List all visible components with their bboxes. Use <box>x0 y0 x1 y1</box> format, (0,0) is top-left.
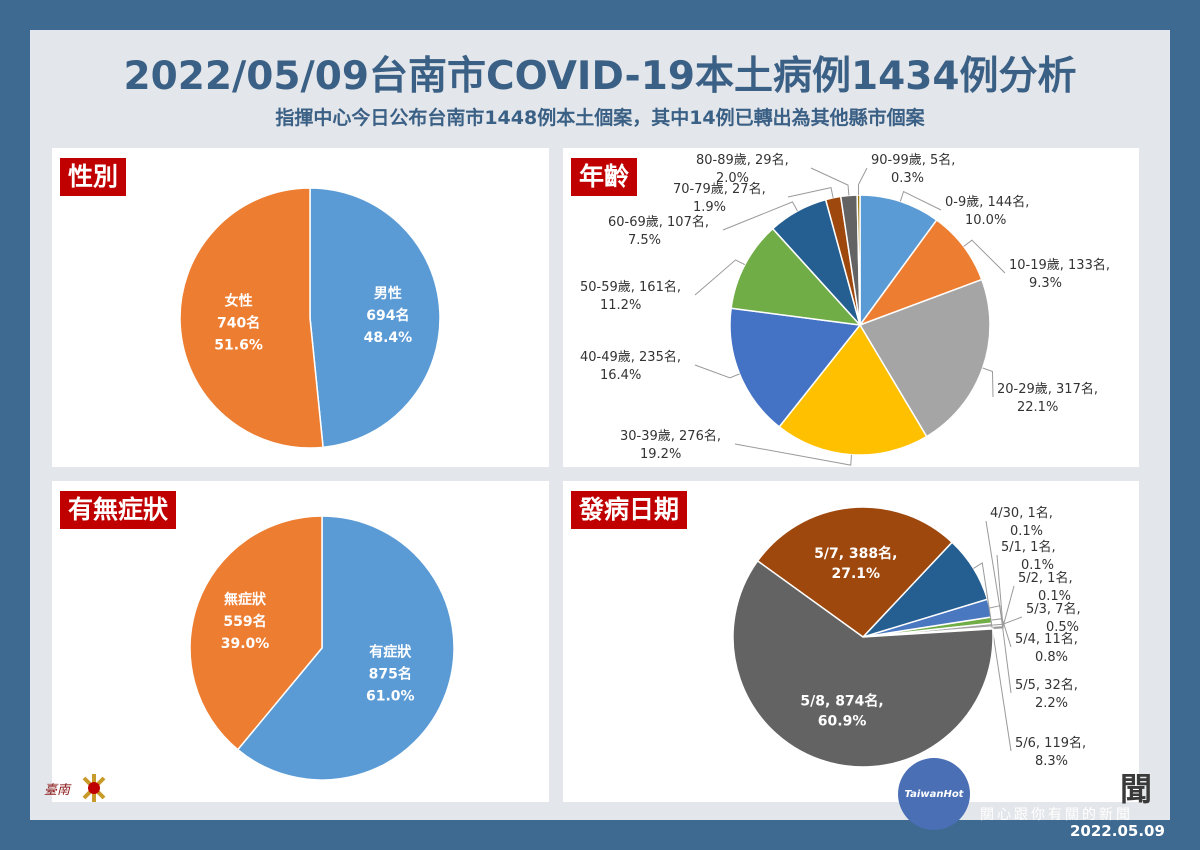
slice-label: 559名 <box>223 613 266 630</box>
leader-line <box>787 187 834 198</box>
slice-label: 7.5% <box>628 233 661 248</box>
slice-label: 10.0% <box>965 213 1006 228</box>
gender-title: 性別 <box>60 158 127 196</box>
slice-label: 30-39歲, 276名, <box>620 428 721 444</box>
leader-line <box>810 167 850 196</box>
pie-slice <box>859 194 938 328</box>
pie-slice <box>756 506 954 638</box>
leader-line <box>694 259 746 296</box>
slice-label: 0-9歲, 144名, <box>945 194 1029 210</box>
onset-title: 發病日期 <box>571 491 688 529</box>
slice-label: 男性 <box>374 285 402 302</box>
slice-label: 1.9% <box>693 200 726 215</box>
pie-slice <box>732 559 994 768</box>
slice-label: 5/5, 32名, <box>1015 677 1078 693</box>
date-stamp: 2022.05.09 <box>1070 822 1165 840</box>
slice-label: 2.0% <box>716 171 749 186</box>
pie-slice <box>189 515 323 751</box>
leader-line <box>694 364 740 379</box>
age-title: 年齡 <box>571 158 638 196</box>
slice-label: 70-79歲, 27名, <box>673 181 766 197</box>
leader-line <box>857 167 868 196</box>
pie-slice <box>858 278 991 438</box>
pie-slice <box>778 323 928 456</box>
slice-label: 0.3% <box>891 171 924 186</box>
slice-label: 16.4% <box>600 368 641 383</box>
slice-label: 740名 <box>217 315 260 332</box>
leader-line <box>973 562 1012 752</box>
slice-label: 875名 <box>369 666 412 683</box>
leader-line <box>989 605 1012 694</box>
slice-label: 60.9% <box>818 713 867 729</box>
symptom-panel: 有症狀 875名 61.0% 無症狀 559名 39.0% 有無症狀 <box>52 481 549 802</box>
page-subtitle: 指揮中心今日公布台南市1448例本土個案，其中14例已轉出為其他縣市個案 <box>275 107 925 129</box>
leader-line <box>722 201 798 231</box>
slice-label: 5/1, 1名, <box>1001 539 1056 555</box>
slice-label: 4/30, 1名, <box>990 505 1053 521</box>
slice-label: 0.1% <box>1021 558 1054 573</box>
slice-label: 27.1% <box>832 566 881 582</box>
slice-label: 0.1% <box>1038 589 1071 604</box>
slice-label: 5/8, 874名, <box>800 692 883 709</box>
slice-label: 5/3, 7名, <box>1026 601 1081 617</box>
slice-label: 51.6% <box>214 338 263 354</box>
leader-line <box>991 618 1012 648</box>
slice-label: 20-29歲, 317名, <box>997 381 1098 397</box>
slice-label: 61.0% <box>366 689 415 705</box>
slice-label: 5/4, 11名, <box>1015 631 1078 647</box>
gender-panel: 男性 694名 48.4% 女性 740名 51.6% 性別 <box>52 148 549 467</box>
slice-label: 19.2% <box>640 447 681 462</box>
pie-slice <box>179 187 324 449</box>
slice-label: 11.2% <box>600 298 641 313</box>
slice-label: 10-19歲, 133名, <box>1009 257 1110 273</box>
slice-label: 5/6, 119名, <box>1015 735 1086 751</box>
slice-label: 80-89歲, 29名, <box>696 152 789 168</box>
pie-slice <box>729 307 862 428</box>
slice-label: 694名 <box>366 307 409 324</box>
pie-slice <box>236 515 455 781</box>
slice-label: 39.0% <box>221 636 270 652</box>
slice-label: 60-69歲, 107名, <box>608 214 709 230</box>
slice-label: 90-99歲, 5名, <box>871 152 955 168</box>
news-logo-text: 聞 <box>1120 770 1153 808</box>
age-panel: 0-9歲, 144名, 10.0% 10-19歲, 133名, 9.3% 20-29歲,… <box>563 148 1139 467</box>
tainan-logo: 臺南 <box>44 774 106 802</box>
slice-label: 9.3% <box>1029 276 1062 291</box>
slice-label: 22.1% <box>1017 400 1058 415</box>
leader-line <box>734 443 852 466</box>
slice-label: 0.5% <box>1046 620 1079 635</box>
page-title: 2022/05/09台南市COVID-19本土病例1434例分析 <box>123 54 1077 99</box>
pie-slice <box>309 187 441 449</box>
news-tagline: 關心跟你有關的新聞 <box>980 807 1133 823</box>
taiwanhot-badge: TaiwanHot <box>898 758 970 830</box>
slice-label: 48.4% <box>364 330 413 346</box>
slice-label: 0.1% <box>1010 524 1043 539</box>
leader-line <box>899 190 942 211</box>
age-pie: 0-9歲, 144名, 10.0% 10-19歲, 133名, 9.3% 20-29歲,… <box>580 152 1110 466</box>
svg-text:臺南: 臺南 <box>44 783 72 798</box>
slice-label: 50-59歲, 161名, <box>580 279 681 295</box>
slice-label: 有症狀 <box>369 644 412 661</box>
symptom-pie: 有症狀 875名 61.0% 無症狀 559名 39.0% <box>189 515 455 781</box>
onset-panel: 4/30, 1名, 0.1% 5/1, 1名, 0.1% 5/2, 1名, 0.1% 5/3… <box>563 481 1139 802</box>
slice-label: 女性 <box>225 293 253 310</box>
slice-label: 8.3% <box>1035 754 1068 769</box>
onset-pie: 4/30, 1名,0.1%5/1, 1名,0.1%5/2, 1名,0.1%5/3… <box>732 505 1086 769</box>
slice-label: 0.8% <box>1035 650 1068 665</box>
slice-label: 無症狀 <box>224 591 267 608</box>
slice-label: 5/2, 1名, <box>1018 570 1073 586</box>
slice-label: 5/7, 388名, <box>814 545 897 562</box>
slice-label: 40-49歲, 235名, <box>580 349 681 365</box>
slice-label: 2.2% <box>1035 696 1068 711</box>
symptom-title: 有無症狀 <box>60 491 177 529</box>
gender-pie: 男性 694名 48.4% 女性 740名 51.6% <box>179 187 441 449</box>
leader-line <box>992 616 1023 626</box>
leader-line <box>963 239 1006 274</box>
leader-line <box>982 367 994 398</box>
